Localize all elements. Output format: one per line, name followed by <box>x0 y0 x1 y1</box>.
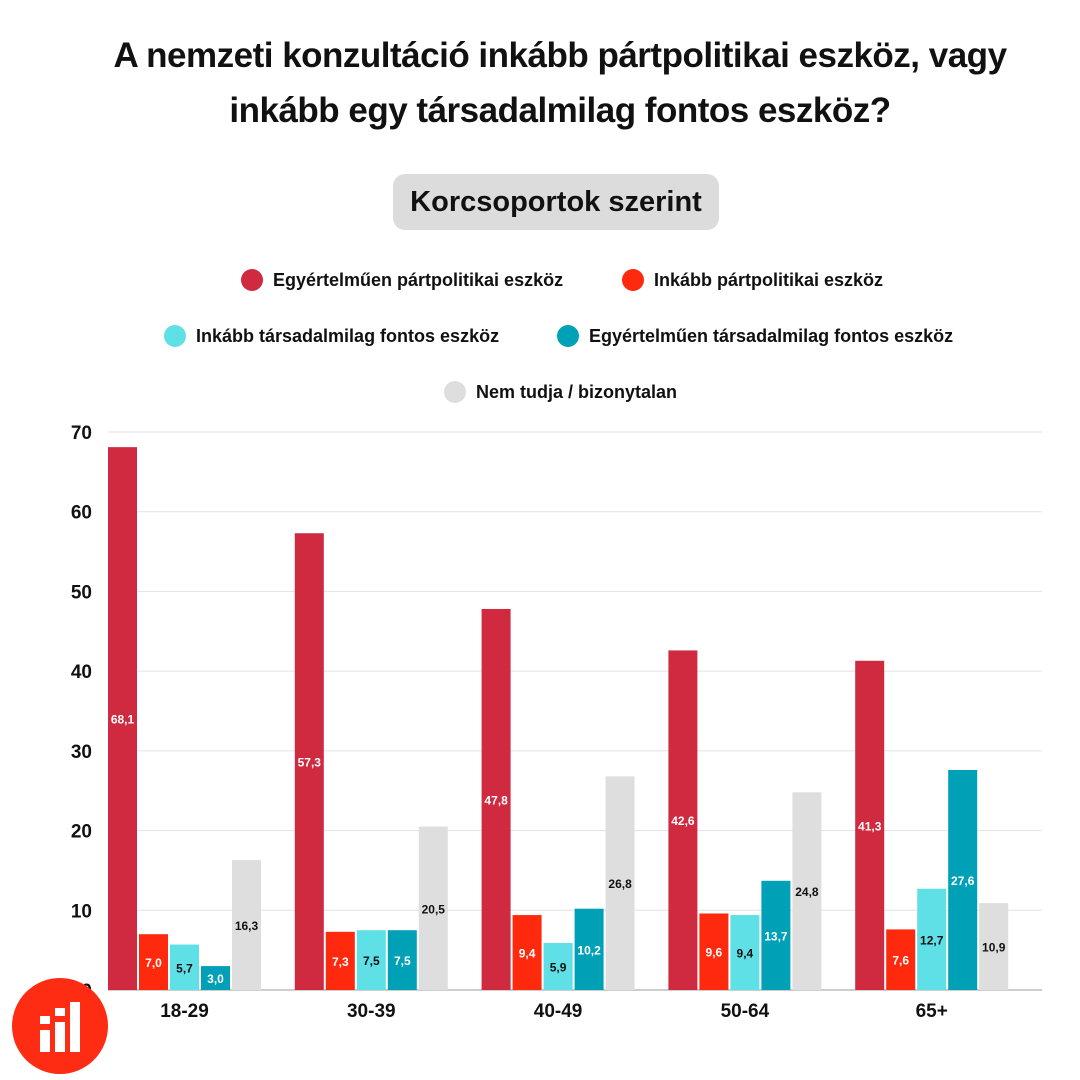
title-line-2: inkább egy társadalmilag fontos eszköz? <box>229 91 891 130</box>
bar-65+-series-1 <box>855 660 885 990</box>
data-label-18-29-series-5: 16,3 <box>235 919 259 933</box>
legend-item-series-5: Nem tudja / bizonytalan <box>444 381 677 403</box>
bar-65+-series-3 <box>917 888 947 990</box>
y-tick-label-60: 60 <box>71 503 92 524</box>
bar-50-64-series-5 <box>792 792 822 990</box>
data-label-40-49-series-3: 5,9 <box>550 960 567 974</box>
bar-30-39-series-2 <box>325 931 355 990</box>
subtitle-badge: Korcsoportok szerint <box>393 174 719 230</box>
bar-18-29-series-1 <box>108 447 137 990</box>
data-label-65+-series-5: 10,9 <box>982 941 1006 955</box>
data-label-50-64-series-4: 13,7 <box>764 929 788 943</box>
data-label-65+-series-2: 7,6 <box>892 954 909 968</box>
legend-item-series-3: Inkább társadalmilag fontos eszköz <box>164 325 499 347</box>
bar-18-29-series-3 <box>170 944 199 990</box>
data-label-50-64-series-1: 42,6 <box>671 814 695 828</box>
bar-30-39-series-3 <box>356 930 386 990</box>
data-label-50-64-series-2: 9,6 <box>706 946 723 960</box>
data-label-40-49-series-1: 47,8 <box>484 793 508 807</box>
data-label-65+-series-4: 27,6 <box>951 874 975 888</box>
bar-50-64-series-2 <box>699 913 729 990</box>
title-line-1: A nemzeti konzultáció inkább pártpolitik… <box>113 36 1007 75</box>
bar-30-39-series-5 <box>418 826 448 990</box>
legend-label-series-3: Inkább társadalmilag fontos eszköz <box>196 325 500 346</box>
bar-18-29-series-2 <box>139 934 168 990</box>
chart-title: A nemzeti konzultáció inkább pártpolitik… <box>60 28 1060 138</box>
y-tick-label-50: 50 <box>71 582 92 603</box>
legend-label-series-5: Nem tudja / bizonytalan <box>476 381 678 402</box>
bar-50-64-series-1 <box>668 650 698 990</box>
data-label-50-64-series-3: 9,4 <box>737 947 754 961</box>
y-tick-label-10: 10 <box>71 901 92 922</box>
data-label-65+-series-3: 12,7 <box>920 933 944 947</box>
bar-30-39-series-4 <box>387 930 417 990</box>
y-tick-label-20: 20 <box>71 822 92 843</box>
data-label-30-39-series-3: 7,5 <box>363 954 380 968</box>
legend-swatch-series-2 <box>622 269 644 291</box>
data-label-40-49-series-4: 10,2 <box>577 943 601 957</box>
legend-item-series-2: Inkább pártpolitikai eszköz <box>622 269 883 291</box>
x-tick-label-65+: 65+ <box>916 1001 948 1022</box>
bar-65+-series-4 <box>948 769 978 990</box>
bar-18-29-series-5 <box>232 860 261 990</box>
bar-50-64-series-3 <box>730 915 760 990</box>
bar-50-64-series-4 <box>761 880 791 990</box>
bar-40-49-series-3 <box>543 942 573 990</box>
data-label-18-29-series-3: 5,7 <box>176 961 193 975</box>
data-label-50-64-series-5: 24,8 <box>795 885 819 899</box>
data-label-18-29-series-2: 7,0 <box>145 956 162 970</box>
legend-label-series-2: Inkább pártpolitikai eszköz <box>654 269 884 290</box>
y-tick-label-40: 40 <box>71 662 92 683</box>
y-tick-label-30: 30 <box>71 742 92 763</box>
bar-18-29-series-4 <box>201 966 230 990</box>
legend-swatch-series-1 <box>241 269 263 291</box>
legend-swatch-series-5 <box>444 381 466 403</box>
legend-item-series-1: Egyértelműen pártpolitikai eszköz <box>241 269 563 291</box>
bar-40-49-series-1 <box>481 608 511 990</box>
bar-40-49-series-2 <box>512 915 542 990</box>
data-label-40-49-series-5: 26,8 <box>608 877 632 891</box>
legend-label-series-1: Egyértelműen pártpolitikai eszköz <box>273 269 564 290</box>
legend-item-series-4: Egyértelműen társadalmilag fontos eszköz <box>557 325 953 347</box>
data-label-40-49-series-2: 9,4 <box>519 947 536 961</box>
bar-40-49-series-5 <box>605 776 635 990</box>
bar-65+-series-5 <box>979 903 1009 990</box>
x-tick-label-30-39: 30-39 <box>347 1001 396 1022</box>
legend-swatch-series-4 <box>557 325 579 347</box>
legend-label-series-4: Egyértelműen társadalmilag fontos eszköz <box>589 325 954 346</box>
brand-logo <box>12 978 108 1074</box>
x-tick-label-40-49: 40-49 <box>534 1001 583 1022</box>
bar-30-39-series-1 <box>294 533 324 990</box>
data-label-30-39-series-2: 7,3 <box>332 955 349 969</box>
y-tick-label-70: 70 <box>71 423 92 444</box>
bar-chart-logo-icon <box>40 1002 80 1052</box>
data-label-30-39-series-4: 7,5 <box>394 954 411 968</box>
data-label-30-39-series-5: 20,5 <box>422 902 446 916</box>
bar-40-49-series-4 <box>574 908 604 990</box>
data-label-30-39-series-1: 57,3 <box>298 756 322 770</box>
data-label-18-29-series-1: 68,1 <box>111 713 135 727</box>
x-tick-label-18-29: 18-29 <box>160 1001 209 1022</box>
legend-swatch-series-3 <box>164 325 186 347</box>
x-tick-label-50-64: 50-64 <box>721 1001 770 1022</box>
data-label-65+-series-1: 41,3 <box>858 819 882 833</box>
bar-65+-series-2 <box>886 929 916 990</box>
data-label-18-29-series-4: 3,0 <box>207 972 224 986</box>
